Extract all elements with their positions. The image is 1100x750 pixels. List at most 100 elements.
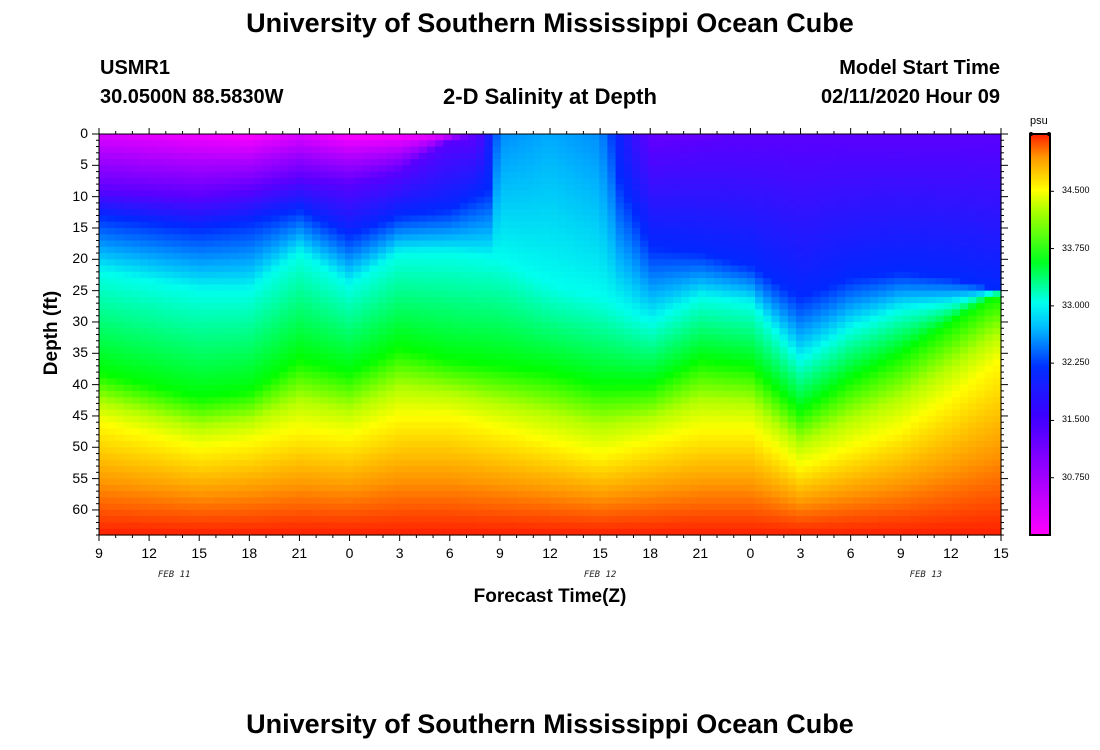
heatmap-cell [263,484,272,492]
heatmap-cell [623,165,633,173]
heatmap-cell [353,422,362,430]
heatmap-cell [492,390,502,398]
heatmap-cell [254,340,264,348]
heatmap-cell [328,403,338,411]
heatmap-cell [541,497,551,505]
heatmap-cell [230,472,239,480]
heatmap-cell [213,202,223,210]
heatmap-cell [205,259,215,267]
heatmap-cell [435,484,444,492]
heatmap-cell [673,246,682,254]
heatmap-cell [648,478,658,486]
heatmap-cell [99,409,108,417]
heatmap-cell [345,503,354,511]
heatmap-cell [476,290,485,298]
heatmap-cell [459,459,469,467]
heatmap-cell [656,259,666,267]
heatmap-cell [730,415,740,423]
heatmap-cell [468,296,477,304]
heatmap-cell [599,309,608,317]
heatmap-cell [263,190,272,198]
heatmap-cell [377,472,387,480]
heatmap-cell [591,441,600,448]
heatmap-cell [689,353,699,361]
heatmap-cell [271,315,280,323]
heatmap-cell [205,441,215,448]
heatmap-cell [533,290,543,298]
heatmap-cell [615,478,625,486]
heatmap-cell [377,165,387,173]
heatmap-cell [279,447,289,455]
heatmap-cell [664,359,674,367]
heatmap-cell [377,403,387,411]
heatmap-cell [484,271,494,279]
heatmap-cell [197,140,207,148]
heatmap-cell [189,140,198,148]
heatmap-cell [213,403,223,411]
heatmap-cell [517,296,526,304]
heatmap-cell [714,347,723,354]
heatmap-cell [172,152,182,160]
heatmap-cell [509,202,518,210]
heatmap-cell [304,434,313,442]
heatmap-cell [615,284,625,292]
heatmap-cell [599,159,608,166]
heatmap-cell [427,234,436,242]
heatmap-cell [246,434,256,442]
heatmap-cell [418,409,428,417]
heatmap-cell [566,227,576,235]
heatmap-cell [189,434,198,442]
heatmap-cell [500,378,510,386]
heatmap-cell [246,152,256,160]
heatmap-cell [189,265,198,273]
heatmap-cell [205,202,215,210]
heatmap-cell [99,215,108,223]
heatmap-cell [664,478,674,486]
heatmap-cell [312,240,321,248]
heatmap-cell [377,227,387,235]
heatmap-cell [189,315,198,323]
heatmap-cell [509,278,518,285]
heatmap-cell [172,384,182,392]
heatmap-cell [377,309,387,317]
heatmap-cell [386,378,395,386]
heatmap-cell [131,271,141,279]
heatmap-cell [550,441,559,448]
heatmap-cell [123,146,133,154]
heatmap-cell [492,296,502,304]
heatmap-cell [402,177,412,185]
heatmap-cell [640,271,649,279]
heatmap-cell [541,466,551,473]
heatmap-cell [673,284,682,292]
heatmap-cell [500,284,510,292]
heatmap-cell [615,472,625,480]
heatmap-cell [468,334,477,342]
heatmap-cell [484,140,494,148]
heatmap-cell [164,253,174,260]
heatmap-cell [345,171,354,179]
heatmap-cell [632,453,641,461]
heatmap-cell [131,472,141,480]
heatmap-cell [148,484,157,492]
heatmap-cell [304,146,313,154]
heatmap-cell [156,215,166,223]
heatmap-cell [722,447,731,455]
heatmap-cell [541,353,551,361]
heatmap-cell [664,397,674,405]
heatmap-cell [435,353,444,361]
heatmap-cell [222,246,231,254]
heatmap-cell [115,359,125,367]
heatmap-cell [705,202,715,210]
heatmap-cell [582,315,592,323]
heatmap-cell [148,441,157,448]
heatmap-cell [574,378,584,386]
heatmap-cell [254,171,264,179]
heatmap-cell [345,484,354,492]
heatmap-cell [705,522,715,530]
heatmap-cell [714,441,723,448]
heatmap-cell [213,215,223,223]
heatmap-cell [263,253,272,260]
heatmap-cell [271,415,280,423]
heatmap-cell [689,190,699,198]
heatmap-cell [681,177,690,185]
